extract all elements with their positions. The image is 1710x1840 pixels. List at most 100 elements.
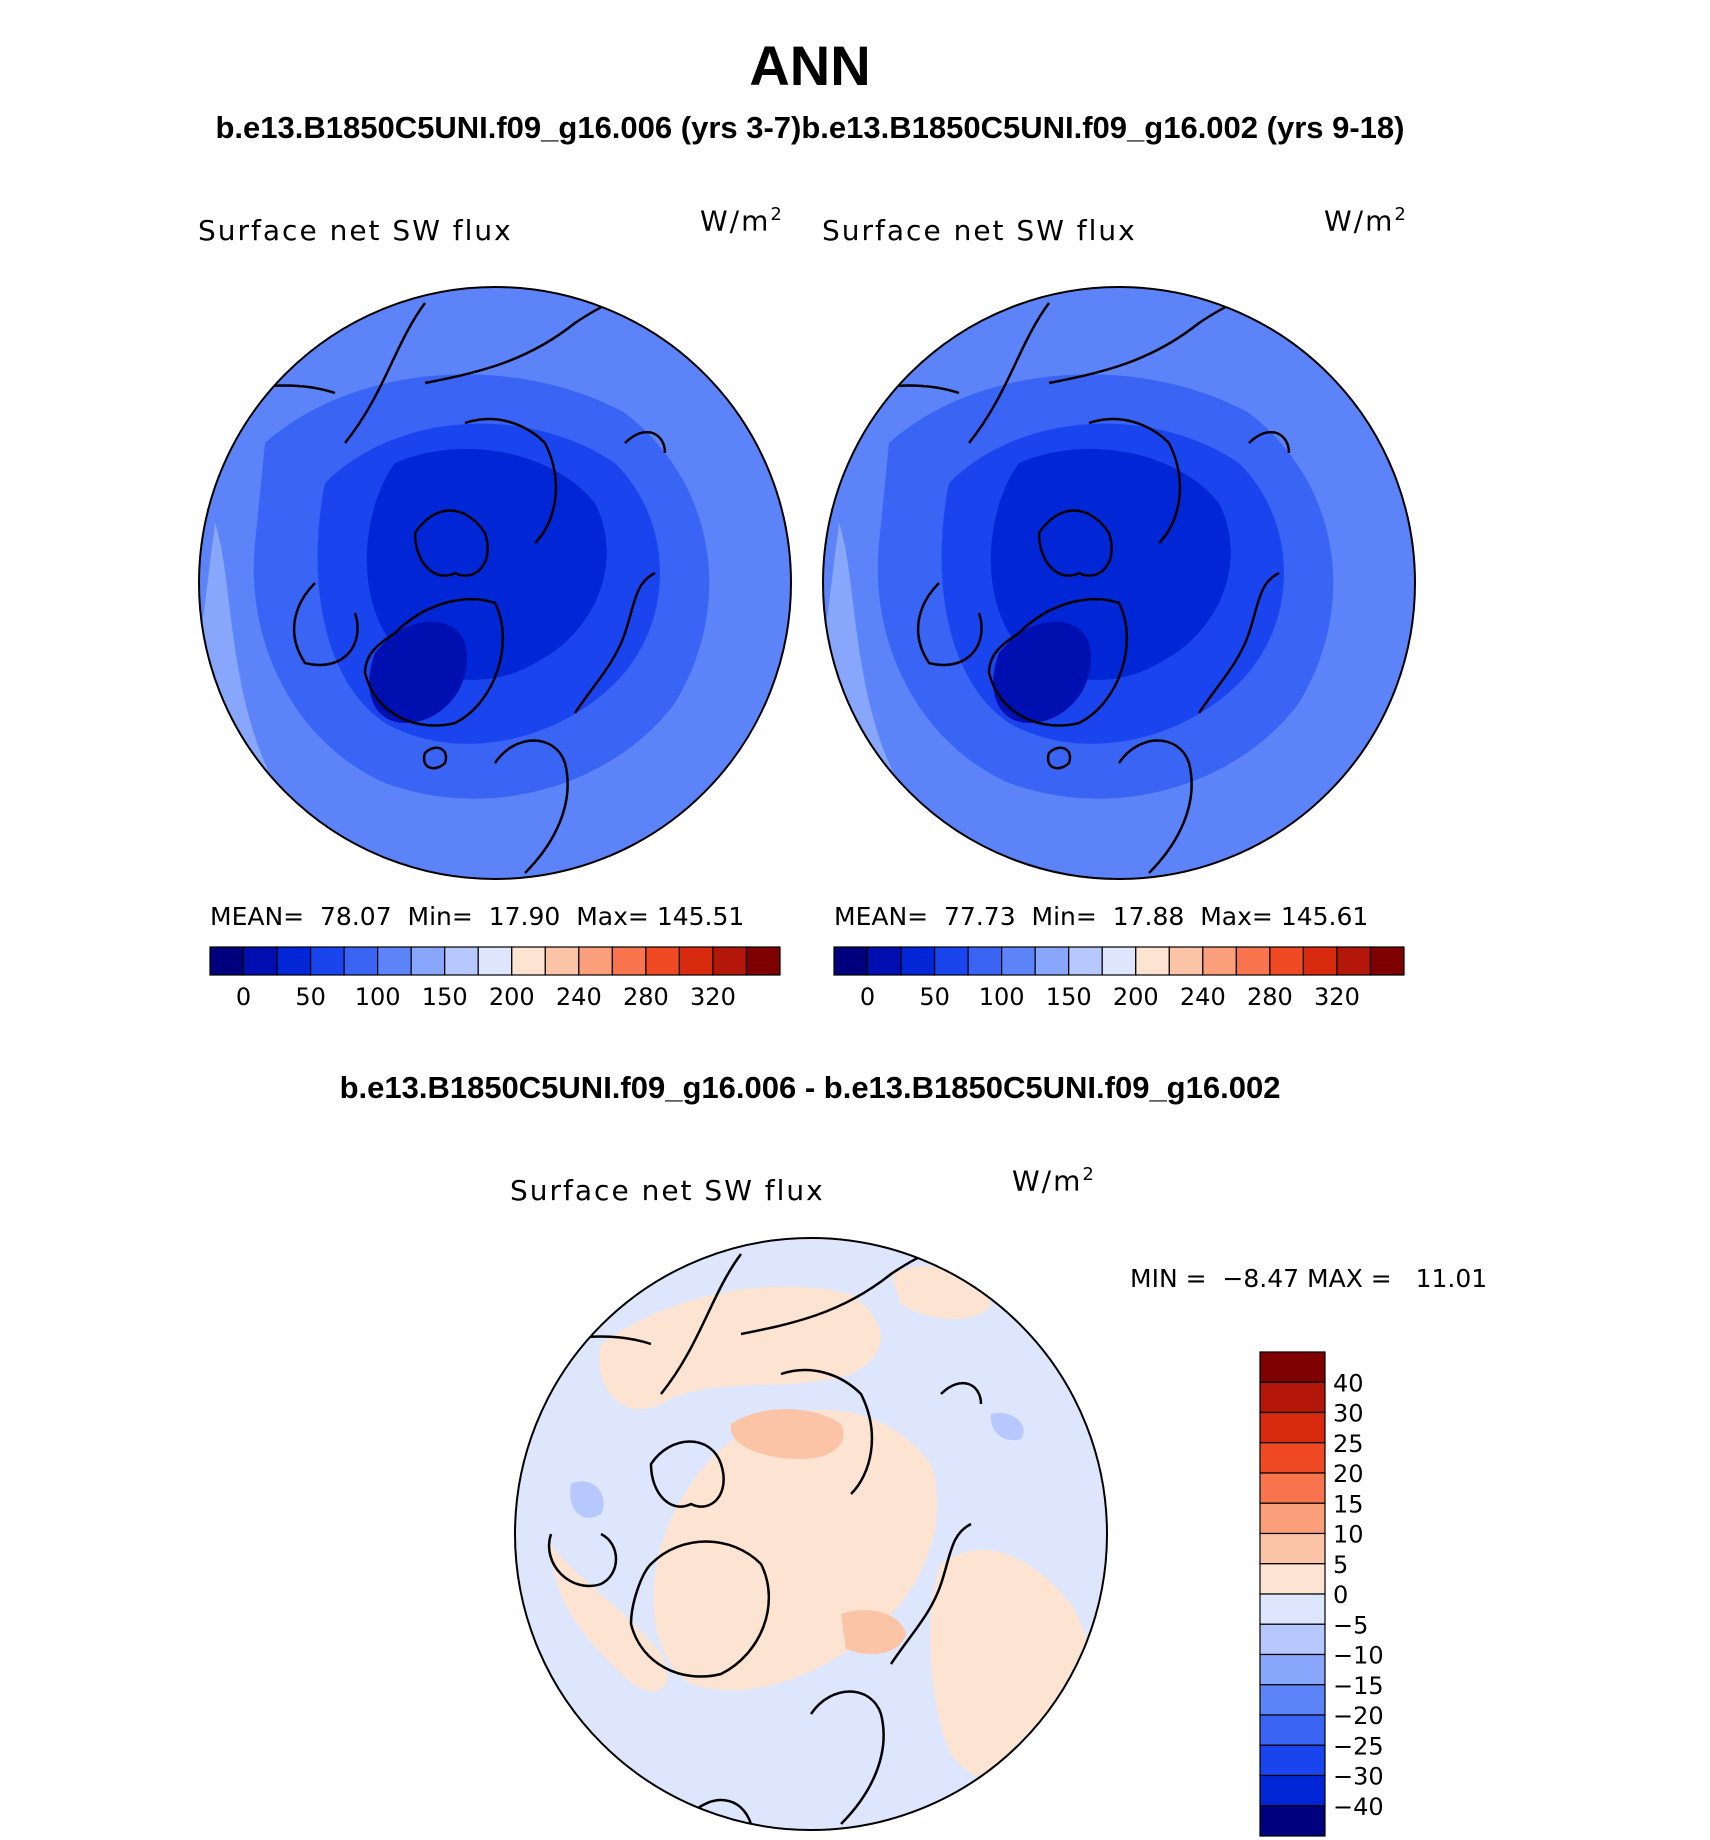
panel2-colorbar-box (1034, 946, 1070, 976)
diff-colorbar-tick-label: 10 (1333, 1521, 1364, 1549)
panel1-colorbar: 0 50 100 150 200 240 280 320 (209, 946, 781, 1011)
panel1-colorbar-box (444, 946, 479, 976)
diff-field-positive-west (551, 1544, 668, 1692)
panel2-colorbar-box (1202, 946, 1237, 976)
panel1-colorbar-box (578, 946, 613, 976)
panel1-colorbar-box (377, 946, 412, 976)
diff-colorbar-box (1259, 1623, 1326, 1656)
diff-map-boundary (514, 1237, 1108, 1831)
diff-field-negative-west (570, 1481, 604, 1518)
map2-boundary (822, 286, 1416, 880)
panel2-max-value: 145.61 (1280, 902, 1369, 931)
panel2-colorbar-tick-label: 50 (919, 983, 950, 1011)
panel2-colorbar-tick-label: 100 (979, 983, 1025, 1011)
diff-colorbar-tick-label: 20 (1333, 1460, 1364, 1488)
panel2-colorbar-box (1235, 946, 1271, 976)
panel1-max-label: Max= (576, 902, 649, 931)
panel1-colorbar-box (745, 946, 781, 976)
difference-subtitle: b.e13.B1850C5UNI.f09_g16.006 - b.e13.B18… (339, 1070, 1281, 1105)
panel1-min-value: 17.90 (488, 902, 561, 931)
panel2-unit-label: W/m2 (1324, 204, 1408, 238)
panel2-min-value: 17.88 (1112, 902, 1185, 931)
panel1-colorbar-tick-label: 240 (556, 983, 602, 1011)
panel2-colorbar-tick-label: 240 (1180, 983, 1226, 1011)
diff-colorbar-box (1259, 1442, 1326, 1474)
panel2-min-label: Min= (1031, 902, 1097, 931)
panel2-colorbar-box (1135, 946, 1170, 976)
diff-colorbar-box (1259, 1381, 1326, 1414)
panel1-colorbar-box (309, 946, 345, 976)
panel2-colorbar-tick-label: 150 (1046, 983, 1092, 1011)
diff-field-max-central (730, 1409, 844, 1459)
panel1-colorbar-box (511, 946, 546, 976)
diff-colorbar-box (1259, 1411, 1326, 1444)
diff-min-label: MIN = (1130, 1264, 1207, 1293)
panel2-colorbar-box (833, 946, 869, 976)
panel1-min-label: Min= (407, 902, 473, 931)
diff-unit-label: W/m2 (1012, 1164, 1096, 1198)
diff-colorbar-box (1259, 1653, 1326, 1686)
panel1-colorbar-box (544, 946, 580, 976)
panel1-colorbar-box (343, 946, 379, 976)
diff-colorbar-box (1259, 1502, 1326, 1535)
panel2-colorbar-box (1068, 946, 1103, 976)
diff-colorbar-tick-label: −20 (1333, 1702, 1384, 1730)
panel2-stats: MEAN= 77.73 Min= 17.88 Max= 145.61 (834, 902, 1368, 931)
diff-colorbar-tick-label: 15 (1333, 1490, 1364, 1518)
panel1-colorbar-tick-label: 100 (355, 983, 401, 1011)
difference-polar-map (514, 1237, 1108, 1831)
diff-colorbar-box (1259, 1774, 1326, 1807)
diff-colorbar-tick-label: −40 (1333, 1793, 1384, 1821)
diff-colorbar-tick-label: −15 (1333, 1672, 1384, 1700)
map1-boundary (198, 286, 792, 880)
diff-colorbar-tick-label: 0 (1333, 1581, 1348, 1609)
diff-colorbar-tick-label: 5 (1333, 1551, 1348, 1579)
diff-colorbar-box (1259, 1805, 1326, 1837)
panel1-colorbar-tick-label: 0 (236, 983, 251, 1011)
diff-colorbar-box (1259, 1472, 1326, 1504)
panel1-unit-label: W/m2 (700, 204, 784, 238)
diff-colorbar-box (1259, 1593, 1326, 1625)
panel2-colorbar: 0 50 100 150 200 240 280 320 (833, 946, 1405, 1011)
diff-variable-label: Surface net SW flux (510, 1174, 825, 1207)
panel2-colorbar-box (1001, 946, 1036, 976)
panel1-colorbar-box (712, 946, 748, 976)
panel2-colorbar-box (1302, 946, 1338, 976)
page-title: ANN (749, 34, 871, 97)
panel1-mean-label: MEAN= (210, 902, 305, 931)
panel1-colorbar-box (209, 946, 245, 976)
diff-colorbar-box (1259, 1563, 1326, 1595)
panel1-colorbar-tick-label: 200 (489, 983, 535, 1011)
panel1-colorbar-box (645, 946, 681, 976)
panel1-stats: MEAN= 78.07 Min= 17.90 Max= 145.51 (210, 902, 744, 931)
panel2-colorbar-box (1168, 946, 1204, 976)
panel2-colorbar-box (900, 946, 936, 976)
diff-colorbar-tick-label: 30 (1333, 1400, 1364, 1428)
map1-field-greenland-min (369, 621, 467, 723)
diff-field-negative-east (990, 1413, 1024, 1441)
panel1-colorbar-tick-label: 320 (690, 983, 736, 1011)
panel2-colorbar-box (866, 946, 902, 976)
panel1-colorbar-box (276, 946, 312, 976)
cases-subtitle: b.e13.B1850C5UNI.f09_g16.006 (yrs 3-7)b.… (215, 110, 1405, 145)
panel2-mean-label: MEAN= (834, 902, 929, 931)
panel1-colorbar-box (410, 946, 446, 976)
panel1-colorbar-box (678, 946, 714, 976)
panel2-colorbar-tick-label: 320 (1314, 983, 1360, 1011)
panel1-max-value: 145.51 (656, 902, 745, 931)
diff-stats: MIN = −8.47 MAX = 11.01 (1130, 1264, 1487, 1293)
panel1-colorbar-tick-label: 280 (623, 983, 669, 1011)
diff-colorbar-box (1259, 1714, 1326, 1746)
diff-max-label: MAX = (1307, 1264, 1392, 1293)
panel2-polar-map (822, 286, 1416, 880)
panel2-colorbar-tick-label: 280 (1247, 983, 1293, 1011)
panel2-max-label: Max= (1200, 902, 1273, 931)
diff-colorbar-tick-label: −5 (1333, 1611, 1368, 1639)
panel1-colorbar-tick-label: 50 (295, 983, 326, 1011)
panel2-colorbar-box (933, 946, 969, 976)
panel1-colorbar-box (611, 946, 647, 976)
map2-field-greenland-min (993, 621, 1091, 723)
diff-colorbar-tick-label: −30 (1333, 1763, 1384, 1791)
diff-max-value: 11.01 (1415, 1264, 1488, 1293)
